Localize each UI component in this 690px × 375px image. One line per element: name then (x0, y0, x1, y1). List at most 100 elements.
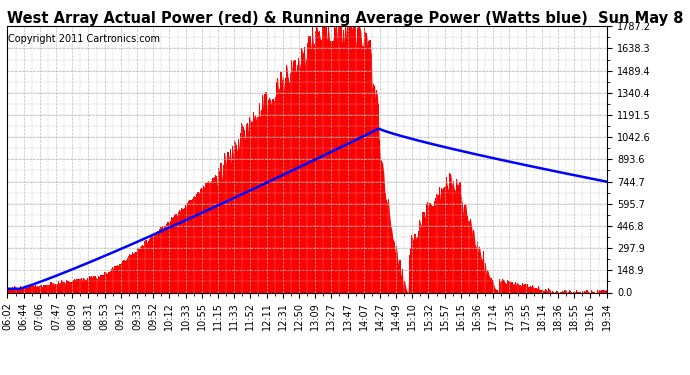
Bar (491, 278, 492, 292)
Bar (215, 175, 216, 292)
Bar (398, 267, 400, 292)
Bar (232, 146, 233, 292)
Bar (508, 281, 509, 292)
Bar (348, 26, 350, 292)
Bar (544, 291, 545, 292)
Bar (443, 188, 444, 292)
Bar (286, 64, 288, 292)
Bar (284, 91, 285, 292)
Bar (92, 279, 93, 292)
Bar (113, 269, 115, 292)
Bar (516, 286, 518, 292)
Bar (495, 289, 496, 292)
Bar (591, 290, 592, 292)
Bar (453, 189, 455, 292)
Bar (367, 48, 368, 292)
Bar (16, 288, 17, 292)
Bar (127, 258, 128, 292)
Bar (502, 279, 503, 292)
Bar (190, 200, 192, 292)
Bar (96, 278, 97, 292)
Bar (424, 211, 425, 292)
Bar (404, 280, 405, 292)
Bar (499, 279, 500, 292)
Bar (189, 200, 190, 292)
Bar (17, 288, 19, 292)
Bar (143, 246, 144, 292)
Bar (486, 276, 487, 292)
Bar (331, 41, 333, 292)
Bar (530, 286, 531, 292)
Bar (525, 284, 526, 292)
Bar (112, 267, 113, 292)
Bar (293, 61, 295, 292)
Bar (209, 183, 210, 292)
Bar (120, 264, 121, 292)
Bar (22, 289, 23, 292)
Bar (74, 279, 75, 292)
Bar (462, 203, 463, 292)
Bar (606, 290, 607, 292)
Bar (228, 158, 230, 292)
Bar (568, 291, 569, 292)
Bar (473, 230, 475, 292)
Bar (184, 208, 185, 292)
Bar (355, 45, 357, 292)
Bar (513, 284, 515, 292)
Bar (81, 278, 82, 292)
Bar (181, 208, 182, 292)
Bar (556, 291, 558, 292)
Bar (244, 130, 245, 292)
Bar (379, 140, 380, 292)
Bar (523, 285, 524, 292)
Bar (43, 285, 44, 292)
Bar (460, 182, 461, 292)
Bar (377, 104, 379, 292)
Bar (329, 41, 330, 292)
Bar (156, 234, 157, 292)
Bar (57, 284, 58, 292)
Bar (529, 287, 530, 292)
Bar (576, 290, 578, 292)
Bar (77, 279, 79, 292)
Bar (245, 140, 246, 292)
Bar (70, 282, 72, 292)
Bar (206, 182, 208, 292)
Bar (58, 281, 59, 292)
Bar (492, 280, 493, 292)
Bar (170, 221, 171, 292)
Bar (230, 149, 231, 292)
Bar (411, 235, 412, 292)
Bar (366, 33, 367, 292)
Bar (442, 189, 443, 292)
Bar (597, 290, 598, 292)
Bar (521, 286, 522, 292)
Bar (129, 254, 130, 292)
Bar (360, 31, 362, 292)
Bar (503, 280, 504, 292)
Bar (224, 153, 225, 292)
Bar (75, 280, 76, 292)
Bar (63, 282, 65, 292)
Bar (106, 273, 108, 292)
Bar (192, 199, 193, 292)
Bar (358, 26, 359, 292)
Bar (23, 288, 24, 292)
Bar (545, 289, 546, 292)
Bar (313, 45, 314, 292)
Bar (196, 194, 197, 292)
Bar (254, 120, 255, 292)
Bar (165, 226, 166, 292)
Bar (496, 290, 497, 292)
Bar (12, 288, 14, 292)
Bar (33, 286, 34, 292)
Bar (163, 228, 164, 292)
Bar (76, 279, 77, 292)
Bar (247, 123, 248, 292)
Bar (261, 110, 262, 292)
Bar (317, 32, 319, 292)
Bar (173, 217, 175, 292)
Bar (384, 194, 386, 292)
Bar (10, 288, 12, 292)
Bar (88, 280, 89, 292)
